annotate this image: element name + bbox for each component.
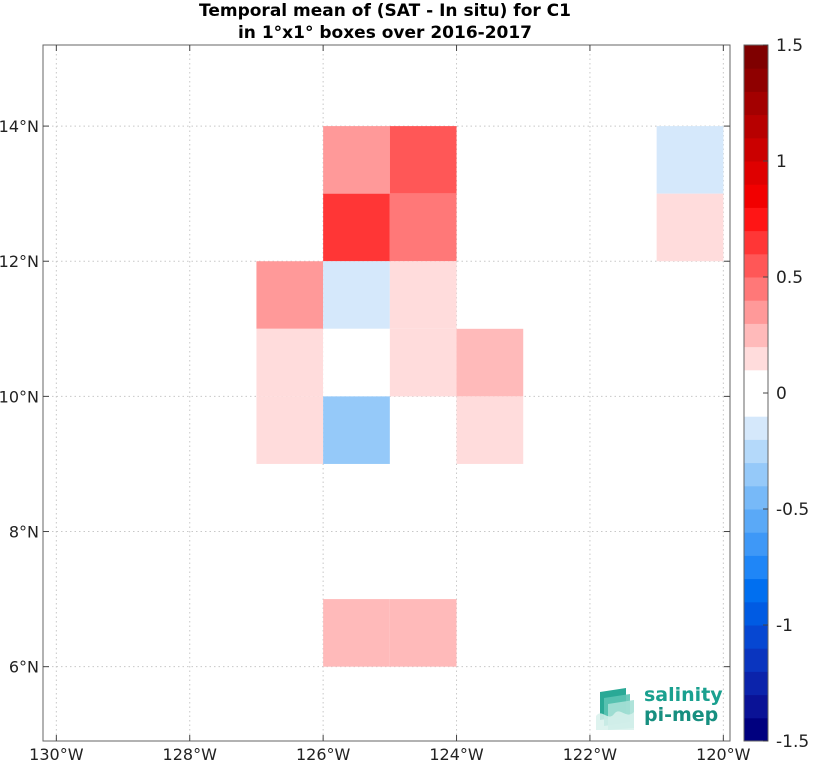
colorbar-segment <box>744 393 768 417</box>
heatmap-cells <box>256 126 724 667</box>
colorbar-segment <box>744 68 768 92</box>
colorbar-tick-label: -1 <box>776 616 793 636</box>
heatmap-cell <box>656 193 724 262</box>
colorbar-segment <box>744 462 768 487</box>
y-tick-label: 8°N <box>9 523 39 542</box>
x-tick-label: 120°W <box>696 745 751 763</box>
y-axis-ticks: 6°N 8°N 10°N 12°N 14°N <box>0 117 730 677</box>
chart-title: Temporal mean of (SAT - In situ) for C1 … <box>40 0 730 44</box>
x-tick-label: 126°W <box>296 745 351 763</box>
heatmap-cell <box>323 599 390 667</box>
y-tick-label: 14°N <box>0 117 39 136</box>
heatmap-cell <box>256 396 324 464</box>
colorbar-tick-label: 0.5 <box>776 268 803 288</box>
heatmap-cell <box>389 261 457 329</box>
colorbar-segment <box>744 509 768 533</box>
heatmap-cell <box>256 261 324 329</box>
colorbar-segment <box>744 161 768 185</box>
colorbar-segment <box>744 369 768 394</box>
x-tick-label: 130°W <box>29 745 84 763</box>
y-tick-label: 10°N <box>0 387 39 406</box>
colorbar-segment <box>744 346 768 371</box>
colorbar-segment <box>744 91 768 116</box>
salinity-pimep-logo-icon <box>596 688 634 730</box>
colorbar-tick-label: 0 <box>776 384 787 404</box>
colorbar-segment <box>744 300 768 324</box>
salinity-pimep-logo: salinity pi-mep <box>596 684 726 732</box>
x-axis-ticks: 130°W 128°W 126°W 124°W 122°W 120°W <box>29 45 751 763</box>
heatmap-cell <box>389 328 457 397</box>
colorbar-segment <box>744 114 768 139</box>
colorbar-segment <box>744 648 768 672</box>
colorbar-segment <box>744 277 768 301</box>
heatmap-cell <box>323 396 390 464</box>
plot-frame <box>42 44 731 742</box>
chart-title-line2: in 1°x1° boxes over 2016-2017 <box>237 23 533 43</box>
heatmap-cell <box>389 599 457 667</box>
heatmap-cell <box>323 193 390 262</box>
colorbar-segment <box>744 717 768 742</box>
x-tick-label: 124°W <box>429 745 484 763</box>
heatmap-cell <box>323 261 390 329</box>
colorbar-segment <box>744 578 768 603</box>
colorbar-segment <box>744 253 768 278</box>
heatmap-cell <box>256 328 324 397</box>
heatmap-cell <box>389 126 457 194</box>
logo-word-pimep: pi-mep <box>644 704 719 726</box>
y-tick-label: 12°N <box>0 252 39 271</box>
plot-border <box>42 44 731 742</box>
colorbar-segment <box>744 625 768 649</box>
heatmap-cell <box>456 328 524 397</box>
colorbar-segment <box>744 694 768 719</box>
chart-title-line1: Temporal mean of (SAT - In situ) for C1 <box>199 1 571 21</box>
heatmap-cell <box>456 396 524 464</box>
colorbar-segment <box>744 207 768 232</box>
colorbar-segment <box>744 532 768 556</box>
colorbar-segment <box>744 137 768 162</box>
colorbar-segment <box>744 230 768 255</box>
y-tick-label: 6°N <box>9 658 39 677</box>
colorbar-segment <box>744 184 768 208</box>
colorbar-segment <box>744 671 768 696</box>
colorbar-segment <box>744 416 768 440</box>
heatmap-cell <box>323 328 390 397</box>
colorbar-tick-label: 1 <box>776 152 787 172</box>
colorbar-segment <box>744 439 768 464</box>
colorbar-segment <box>744 555 768 580</box>
colorbar-segment <box>744 601 768 626</box>
colorbar-segment <box>744 45 768 69</box>
colorbar: 1.5 1 0.5 0 -0.5 -1 -1.5 <box>743 36 809 752</box>
x-tick-label: 128°W <box>163 745 218 763</box>
heatmap-cell <box>389 193 457 262</box>
colorbar-segment <box>744 323 768 348</box>
colorbar-segment <box>744 485 768 510</box>
colorbar-tick-label: -1.5 <box>776 732 809 752</box>
colorbar-tick-label: -0.5 <box>776 500 809 520</box>
heatmap-cell <box>323 126 390 194</box>
x-tick-label: 122°W <box>563 745 618 763</box>
logo-word-salinity: salinity <box>644 684 723 706</box>
colorbar-tick-label: 1.5 <box>776 36 803 56</box>
heatmap-cell <box>656 126 724 194</box>
